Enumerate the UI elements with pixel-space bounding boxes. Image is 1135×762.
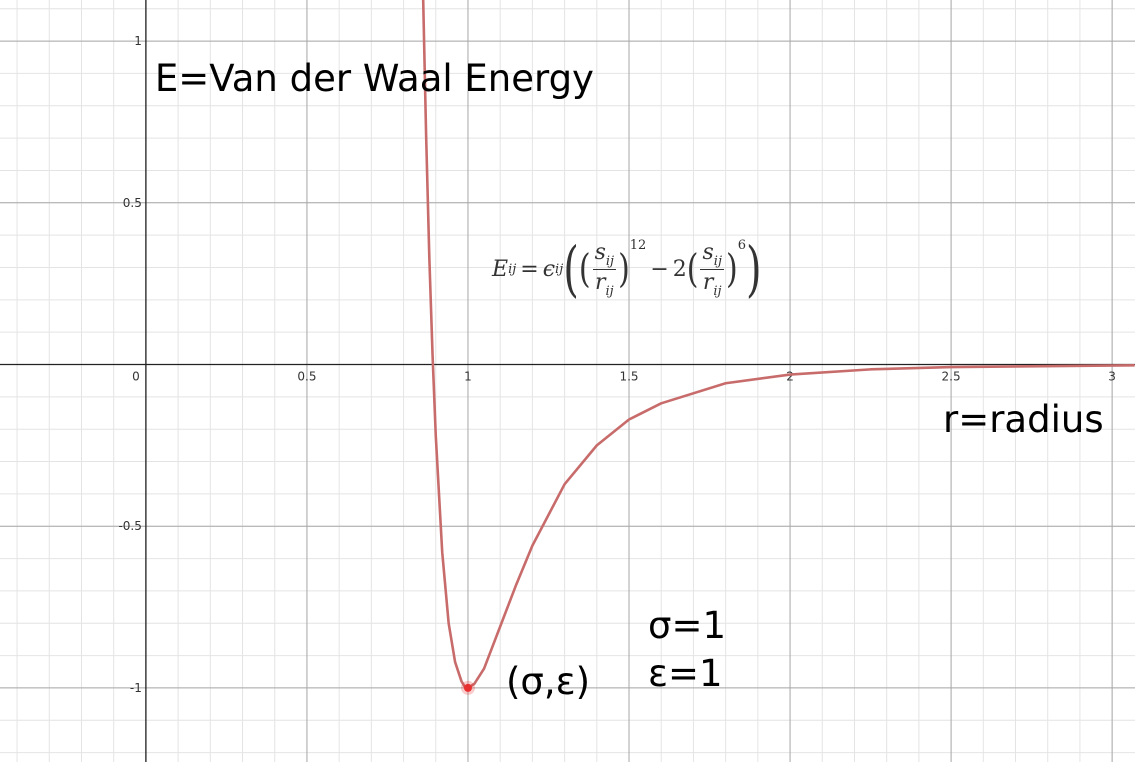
formula-text: ϵ [542, 257, 556, 282]
formula-text: E [492, 257, 509, 282]
x-axis-label: r=radius [943, 398, 1104, 441]
minimum-point [463, 683, 472, 692]
formula-text: r [594, 270, 606, 295]
formula-text: 2 [672, 257, 687, 282]
formula-text: r [702, 270, 714, 295]
x-tick-label: 2.5 [942, 370, 961, 384]
x-tick-label: 0 [132, 370, 140, 384]
x-tick-label: 2 [786, 370, 794, 384]
paren: ) [725, 246, 738, 293]
formula-text: 12 [629, 238, 647, 253]
formula-text: s [702, 240, 714, 265]
formula-text: − [650, 257, 669, 282]
formula-text: ij [555, 262, 564, 277]
formula-text: ij [713, 254, 722, 269]
parameter: σ=1 [648, 604, 726, 647]
paren: ) [745, 235, 762, 304]
x-tick-label: 1.5 [619, 370, 638, 384]
formula-text: ij [508, 262, 517, 277]
paren: ( [578, 246, 591, 293]
fraction: sij rij [592, 240, 617, 299]
paren: ( [686, 246, 699, 293]
fraction: sij rij [700, 240, 724, 299]
x-tick-label: 0.5 [297, 370, 316, 384]
formula-text: = [520, 257, 539, 282]
formula-text: 6 [737, 238, 746, 253]
chart-title: E=Van der Waal Energy [155, 57, 594, 100]
formula-text: s [594, 240, 606, 265]
formula-text: ij [605, 254, 615, 269]
y-tick-label: 1 [134, 34, 142, 48]
x-tick-label: 1 [464, 370, 472, 384]
y-tick-label: 0.5 [123, 196, 142, 210]
formula-text: ij [605, 284, 614, 299]
y-tick-label: -1 [130, 681, 142, 695]
parameter: ε=1 [648, 652, 723, 695]
x-tick-label: 3 [1108, 370, 1116, 384]
paren: ( [563, 235, 579, 304]
point-label: (σ,ε) [506, 660, 590, 703]
formula-text: ij [713, 284, 722, 299]
paren: ) [618, 246, 630, 293]
y-tick-label: -0.5 [118, 519, 141, 533]
curve [421, 0, 1135, 690]
